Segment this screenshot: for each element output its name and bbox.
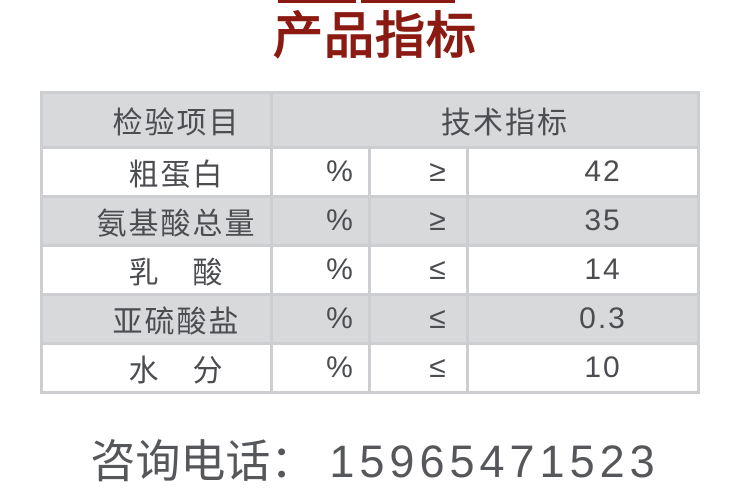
cell-item: 水 分 <box>43 345 270 391</box>
contact-phone-number: 15965471523 <box>329 436 660 487</box>
table-row: 亚硫酸盐 % ≤ 0.3 <box>43 296 697 342</box>
table-row: 粗蛋白 % ≥ 42 <box>43 149 697 195</box>
cell-value: 0.3 <box>469 296 697 342</box>
header-inspection-item: 检验项目 <box>43 94 270 146</box>
table-row: 水 分 % ≤ 10 <box>43 345 697 391</box>
cell-value: 35 <box>469 198 697 244</box>
contact-phone-line: 咨询电话： 15965471523 <box>0 425 750 490</box>
cell-unit: % <box>273 149 368 195</box>
cell-unit: % <box>273 198 368 244</box>
cropped-red-text-remnant <box>361 0 455 3</box>
cell-item: 粗蛋白 <box>43 149 270 195</box>
cell-unit: % <box>273 296 368 342</box>
cell-unit: % <box>273 345 368 391</box>
product-spec-table: 检验项目 技术指标 粗蛋白 % ≥ 42 氨基酸总量 % ≥ 35 乳 酸 % … <box>40 91 700 394</box>
page-title: 产品指标 <box>273 8 477 64</box>
contact-label: 咨询电话： <box>90 436 316 487</box>
cell-value: 10 <box>469 345 697 391</box>
table-row: 乳 酸 % ≤ 14 <box>43 247 697 293</box>
cell-value: 42 <box>469 149 697 195</box>
cell-item: 乳 酸 <box>43 247 270 293</box>
cell-unit: % <box>273 247 368 293</box>
cell-operator: ≥ <box>371 149 466 195</box>
cell-item: 亚硫酸盐 <box>43 296 270 342</box>
table-row: 氨基酸总量 % ≥ 35 <box>43 198 697 244</box>
cell-item: 氨基酸总量 <box>43 198 270 244</box>
cell-value: 14 <box>469 247 697 293</box>
cell-operator: ≤ <box>371 247 466 293</box>
table-header-row: 检验项目 技术指标 <box>43 94 697 146</box>
header-technical-spec: 技术指标 <box>273 94 697 146</box>
cell-operator: ≤ <box>371 345 466 391</box>
cropped-red-text-remnant <box>278 0 356 3</box>
cell-operator: ≤ <box>371 296 466 342</box>
cell-operator: ≥ <box>371 198 466 244</box>
